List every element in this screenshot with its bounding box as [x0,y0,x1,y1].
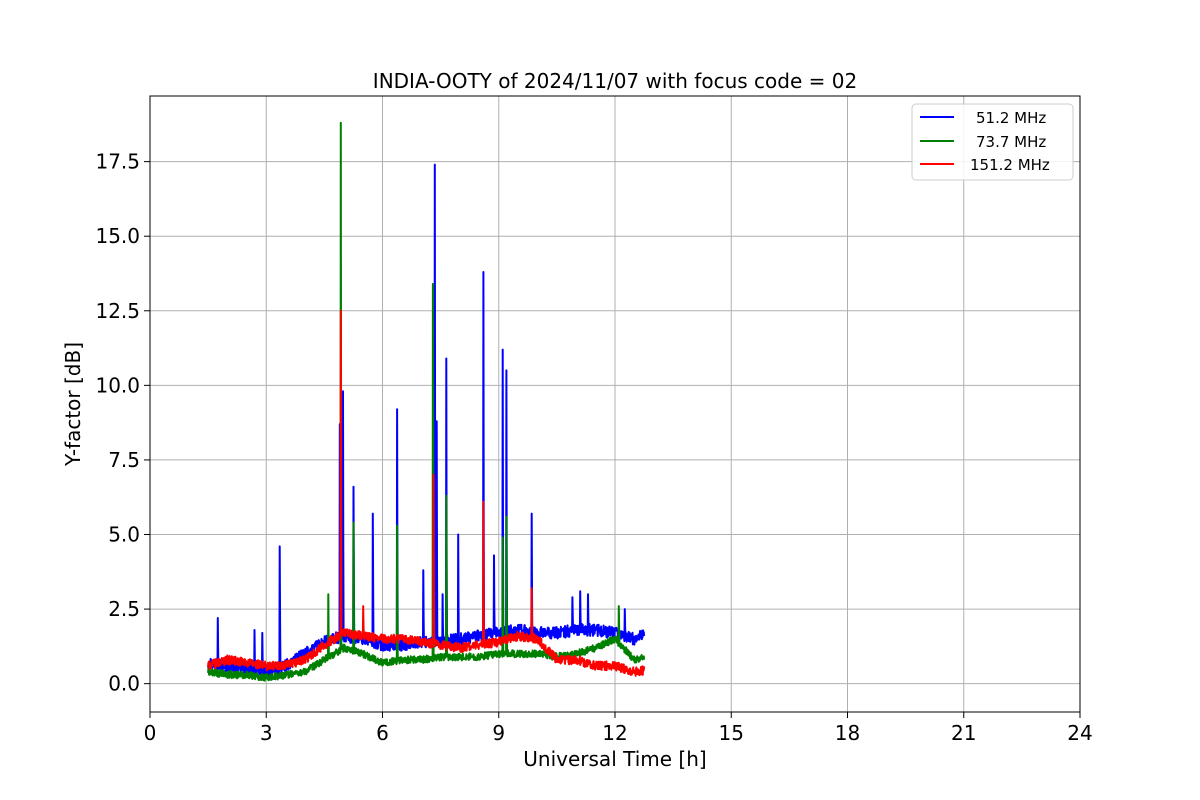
y-tick-label: 10.0 [95,373,140,397]
x-tick-label: 9 [492,721,505,745]
legend-label-73-7: 73.7 MHz [976,133,1046,151]
series-line-73-7 [207,121,646,682]
x-axis: 0 3 6 9 12 15 18 21 24 [144,712,1093,745]
chart-title: INDIA-OOTY of 2024/11/07 with focus code… [373,69,857,93]
y-tick-label: 5.0 [108,523,140,547]
legend-box [911,103,1074,181]
y-tick-label: 0.0 [108,672,140,696]
x-tick-label: 15 [719,721,744,745]
y-tick-label: 12.5 [95,299,140,323]
series-line-151-2 [207,309,646,677]
y-axis-label: Y-factor [dB] [61,342,85,467]
x-axis-label: Universal Time [h] [523,747,706,771]
x-tick-label: 21 [951,721,976,745]
x-tick-label: 6 [376,721,389,745]
legend-label-151-2: 151.2 MHz [970,156,1050,174]
x-tick-label: 12 [602,721,627,745]
y-tick-label: 7.5 [108,448,140,472]
legend: 51.2 MHz 73.7 MHz 151.2 MHz [911,103,1074,181]
x-tick-label: 24 [1067,721,1092,745]
y-axis: 0.0 2.5 5.0 7.5 10.0 12.5 15.0 17.5 [95,150,150,696]
x-tick-label: 3 [260,721,273,745]
legend-label-51-2: 51.2 MHz [976,109,1046,127]
plot-area [207,121,646,682]
x-tick-label: 18 [835,721,860,745]
x-tick-label: 0 [144,721,157,745]
y-tick-label: 15.0 [95,224,140,248]
y-tick-label: 2.5 [108,597,140,621]
y-tick-label: 17.5 [95,150,140,174]
